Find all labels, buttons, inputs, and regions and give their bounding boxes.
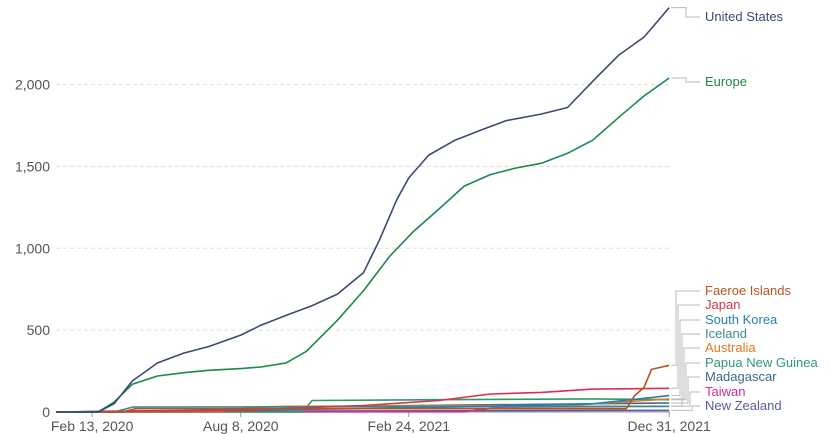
x-axis-tick-labels: Feb 13, 2020 Aug 8, 2020 Feb 24, 2021 Dec 3… — [51, 412, 711, 434]
series-line-papua-new-guinea — [56, 398, 670, 413]
legend-leader-line — [671, 319, 700, 397]
legend: United States Europe Faeroe IslandsJapanSo… — [705, 9, 819, 413]
x-tick-label: Feb 13, 2020 — [51, 418, 134, 434]
legend-label: Australia — [705, 340, 756, 355]
legend-leader-line — [671, 347, 700, 400]
legend-label: Papua New Guinea — [705, 355, 819, 370]
x-tick-label: Feb 24, 2021 — [368, 418, 451, 434]
legend-leader-line — [671, 376, 700, 404]
legend-leader-line — [671, 362, 700, 401]
y-tick-label: 1,000 — [15, 240, 50, 256]
y-axis-tick-labels: 0 500 1,000 1,500 2,000 — [15, 77, 50, 420]
legend-leader-line — [671, 290, 700, 366]
legend-label: Japan — [705, 297, 740, 312]
legend-label: Europe — [705, 74, 747, 89]
legend-leader-line — [671, 304, 700, 389]
legend-label: Iceland — [705, 326, 747, 341]
legend-label: United States — [705, 9, 784, 24]
legend-label: South Korea — [705, 312, 778, 327]
y-tick-label: 2,000 — [15, 77, 50, 93]
legend-leader-lines — [671, 7, 700, 411]
series-line-united-states — [56, 7, 670, 413]
legend-leader-line — [671, 391, 700, 407]
x-tick-label: Aug 8, 2020 — [203, 418, 279, 434]
y-tick-label: 1,500 — [15, 158, 50, 174]
legend-label: New Zealand — [705, 398, 782, 413]
series-line-faeroe-islands — [56, 364, 670, 413]
y-tick-label: 500 — [27, 322, 51, 338]
legend-label: Faeroe Islands — [705, 283, 791, 298]
legend-leader-line — [671, 77, 700, 83]
legend-leader-line — [671, 7, 700, 18]
series-line-europe — [56, 77, 670, 413]
series-lines — [55, 7, 670, 413]
series-line-japan — [55, 387, 670, 413]
legend-label: Taiwan — [705, 384, 745, 399]
series-line-south-korea — [55, 394, 670, 413]
gridlines — [56, 84, 670, 413]
x-tick-label: Dec 31, 2021 — [628, 418, 711, 434]
legend-leader-line — [671, 405, 700, 411]
legend-label: Madagascar — [705, 369, 777, 384]
y-tick-label: 0 — [42, 404, 50, 420]
